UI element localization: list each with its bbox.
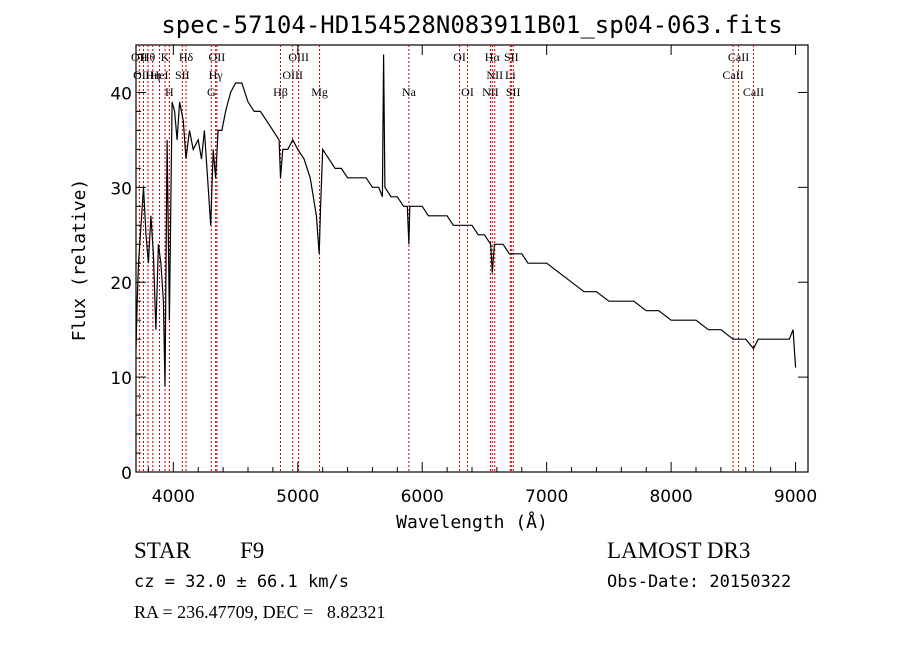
y-tick-label-4: 40 [110, 84, 132, 104]
y-tick-label-0: 0 [121, 464, 132, 484]
y-axis-ticks: 0 10 20 30 40 [110, 53, 808, 484]
survey-name: LAMOST DR3 [607, 538, 751, 563]
line-marker-label-8: CaII [728, 50, 749, 64]
line-marker-label-26: SII [506, 85, 521, 99]
subclass: F9 [240, 538, 265, 563]
line-marker-label-17: OIII [133, 68, 154, 82]
obs-date: Obs-Date: 20150322 [607, 572, 792, 592]
x-tick-label-0: 4000 [152, 487, 195, 507]
line-marker-label-27: CaII [743, 85, 764, 99]
line-marker-label-9: OII [131, 50, 148, 64]
line-marker-label-2: Hδ [179, 50, 194, 64]
y-tick-label-2: 20 [110, 274, 132, 294]
line-marker-label-13: OIII [282, 68, 303, 82]
x-tick-label-1: 5000 [276, 487, 319, 507]
line-marker-label-18: Hη [145, 68, 160, 82]
line-marker-label-19: H [165, 85, 174, 99]
line-marker-label-1: K [161, 50, 170, 64]
line-marker-label-16: CaII [722, 68, 743, 82]
line-marker-label-23: Na [402, 85, 417, 99]
line-marker-label-0: Hθ [141, 50, 156, 64]
y-axis-label: Flux (relative) [69, 179, 90, 342]
line-marker-label-22: Mg [311, 85, 328, 99]
line-marker-layer [138, 45, 754, 472]
line-marker-label-14: NII [486, 68, 503, 82]
line-marker-label-21: Hβ [273, 85, 288, 99]
line-marker-label-25: NII [482, 85, 499, 99]
line-marker-label-12: Hγ [209, 68, 224, 82]
x-axis-label: Wavelength (Å) [396, 511, 548, 533]
line-marker-label-10: HeI [151, 68, 169, 82]
x-tick-label-5: 9000 [774, 487, 817, 507]
line-marker-label-20: G [207, 85, 216, 99]
plot-frame [135, 44, 809, 473]
line-marker-label-4: OIII [288, 50, 309, 64]
line-marker-label-11: SII [175, 68, 190, 82]
chart-title: spec-57104-HD154528N083911B01_sp04-063.f… [161, 11, 782, 39]
y-tick-label-3: 30 [110, 179, 132, 199]
line-marker-label-6: Hα [485, 50, 501, 64]
y-tick-label-1: 10 [110, 369, 132, 389]
coordinates: RA = 236.47709, DEC = 8.82321 [134, 602, 386, 622]
redshift-readout: cz = 32.0 ± 66.1 km/s [134, 572, 349, 592]
x-axis-ticks: 4000 5000 6000 7000 8000 9000 [147, 45, 817, 507]
line-marker-label-5: OI [453, 50, 466, 64]
x-tick-label-4: 8000 [649, 487, 692, 507]
spectrum-line [135, 54, 797, 387]
object-class: STAR [134, 538, 191, 563]
line-marker-label-15: Li [505, 68, 516, 82]
x-tick-label-3: 7000 [525, 487, 568, 507]
line-marker-label-7: SII [504, 50, 519, 64]
x-tick-label-2: 6000 [401, 487, 444, 507]
line-marker-label-24: OI [461, 85, 474, 99]
line-marker-label-3: OII [209, 50, 226, 64]
